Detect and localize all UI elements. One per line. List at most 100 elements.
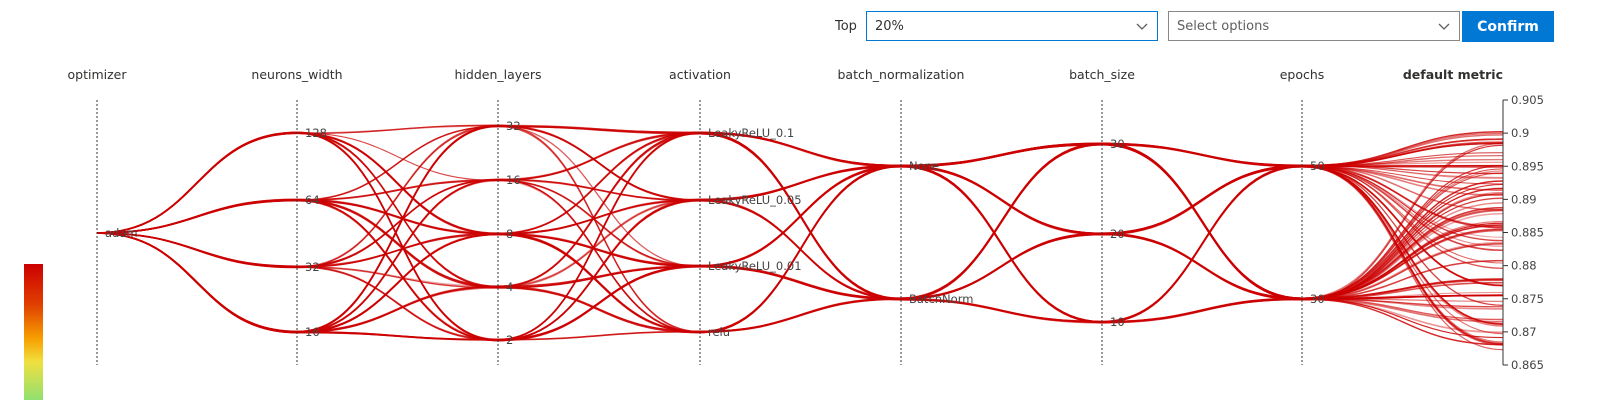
trial-line	[96, 133, 1504, 333]
trial-line	[96, 125, 1504, 325]
tick-label: 50	[1310, 159, 1325, 173]
options-dropdown[interactable]: Select options	[1168, 11, 1460, 41]
trial-line	[96, 143, 1504, 342]
tick-label: 4	[506, 280, 513, 294]
trial-line	[96, 143, 1504, 334]
tick-label: LeakyReLU_0.1	[708, 126, 794, 140]
trial-line	[96, 131, 1504, 323]
trial-line	[96, 126, 1504, 333]
tick-label: 0.885	[1511, 226, 1544, 240]
tick-label: 10	[1110, 315, 1125, 329]
trial-line	[96, 131, 1504, 333]
trial-line	[96, 131, 1504, 341]
trial-line	[96, 132, 1504, 341]
trial-line	[96, 131, 1504, 339]
tick-label: 0.9	[1511, 126, 1529, 140]
axis-title: activation	[669, 67, 731, 82]
trial-line	[96, 131, 1504, 334]
tick-label: 64	[305, 193, 320, 207]
axes-layer: optimizer adam neurons_width 128 64 32 16 hidde…	[68, 67, 1544, 372]
axis-title: batch_normalization	[838, 67, 965, 82]
axis-title: neurons_width	[251, 67, 342, 82]
tick-label: 128	[305, 126, 327, 140]
chevron-down-icon	[1136, 23, 1148, 30]
trial-line	[96, 125, 1504, 333]
tick-label: 32	[305, 260, 320, 274]
trial-line	[96, 161, 1504, 334]
color-scale-bar	[24, 264, 43, 400]
trial-line	[96, 132, 1504, 333]
trial-line	[96, 125, 1504, 332]
top-label: Top	[835, 19, 857, 34]
trial-line	[96, 124, 1504, 333]
trial-line	[96, 131, 1504, 333]
trial-line	[96, 131, 1504, 333]
trial-line	[96, 132, 1504, 334]
trial-line	[96, 125, 1504, 323]
trial-line	[96, 125, 1504, 335]
tick-label: BatchNorm	[909, 292, 973, 306]
trial-line	[96, 143, 1504, 342]
top-dropdown[interactable]: 20%	[866, 11, 1158, 41]
axis-title: optimizer	[68, 67, 128, 82]
trial-line	[96, 143, 1504, 341]
parallel-coordinates-chart: optimizer adam neurons_width 128 64 32 16 hidde…	[68, 67, 1544, 372]
trial-line	[96, 131, 1504, 345]
tick-label: adam	[105, 226, 138, 240]
trial-line	[96, 142, 1504, 342]
tick-label: 20	[1110, 227, 1125, 241]
trial-line	[96, 125, 1504, 333]
trial-line	[96, 165, 1504, 341]
tick-label: LeakyReLU_0.01	[708, 259, 802, 273]
axis-title: hidden_layers	[455, 67, 542, 82]
polyline-layer	[96, 124, 1504, 351]
tick-label: 8	[506, 227, 513, 241]
axis-title: epochs	[1280, 67, 1325, 82]
trial-line	[96, 142, 1504, 334]
tick-label: 0.87	[1511, 325, 1537, 339]
trial-line	[96, 144, 1504, 333]
tick-label: LeakyReLU_0.05	[708, 193, 802, 207]
tick-label: relu	[708, 325, 730, 339]
trial-line	[96, 125, 1504, 333]
tick-label: 30	[1110, 137, 1125, 151]
tick-label: 16	[305, 325, 320, 339]
top-dropdown-value: 20%	[875, 18, 904, 34]
trial-line	[96, 132, 1504, 341]
trial-line	[96, 143, 1504, 300]
tick-label: None	[909, 159, 939, 173]
trial-line	[96, 132, 1504, 333]
tick-label: 0.88	[1511, 259, 1537, 273]
trial-line	[96, 133, 1504, 334]
tick-label: 0.865	[1511, 358, 1544, 372]
trial-line	[96, 132, 1504, 323]
trial-line	[96, 132, 1504, 334]
trial-line	[96, 143, 1504, 334]
trial-line	[96, 131, 1504, 333]
trial-line	[96, 131, 1504, 342]
axis-title: batch_size	[1069, 67, 1135, 82]
trial-line	[96, 142, 1504, 333]
trial-line	[96, 124, 1504, 323]
trial-line	[96, 125, 1504, 334]
tick-label: 0.875	[1511, 292, 1544, 306]
trial-line	[96, 143, 1504, 333]
trial-line	[96, 142, 1504, 333]
tick-label: 0.905	[1511, 93, 1544, 107]
trial-line	[96, 131, 1504, 342]
trial-line	[96, 132, 1504, 334]
trial-line	[96, 132, 1504, 341]
tick-label: 0.89	[1511, 192, 1537, 206]
axis-title: default metric	[1403, 67, 1503, 82]
tick-label: 2	[506, 333, 513, 347]
tick-label: 32	[506, 119, 521, 133]
tick-label: 16	[506, 173, 521, 187]
trial-line	[96, 125, 1504, 333]
confirm-button[interactable]: Confirm	[1462, 11, 1554, 42]
trial-line	[96, 142, 1504, 333]
trial-line	[96, 142, 1504, 333]
trial-line	[96, 164, 1504, 321]
tick-label: 0.895	[1511, 159, 1544, 173]
options-dropdown-placeholder: Select options	[1177, 18, 1270, 34]
tick-label: 30	[1310, 292, 1325, 306]
